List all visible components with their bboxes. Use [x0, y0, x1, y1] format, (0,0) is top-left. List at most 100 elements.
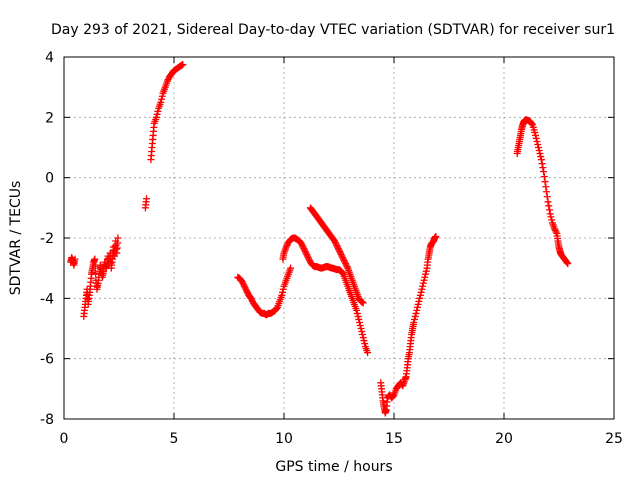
- y-tick-label: -8: [40, 412, 54, 428]
- data-point: [152, 113, 160, 121]
- data-point: [143, 195, 150, 203]
- data-point: [537, 153, 545, 161]
- data-point: [339, 254, 347, 262]
- data-point: [359, 334, 367, 342]
- data-point: [358, 331, 366, 339]
- data-point: [336, 248, 344, 256]
- data-point: [564, 260, 572, 268]
- data-point: [287, 264, 295, 272]
- x-axis-label: GPS time / hours: [275, 459, 392, 475]
- data-point: [416, 294, 424, 302]
- data-point: [243, 288, 251, 296]
- data-point: [413, 306, 421, 314]
- data-point: [334, 245, 342, 253]
- data-point: [422, 270, 430, 278]
- data-point: [333, 242, 341, 250]
- data-point: [354, 312, 362, 320]
- data-point: [157, 98, 165, 106]
- x-tick-label: 5: [170, 431, 179, 447]
- data-point: [158, 92, 166, 100]
- data-point: [71, 255, 79, 263]
- data-point: [298, 242, 306, 250]
- data-point: [238, 278, 246, 286]
- x-tick-label: 25: [605, 431, 623, 447]
- data-point: [547, 213, 555, 221]
- data-point: [541, 178, 549, 186]
- data-point: [240, 282, 248, 290]
- data-point: [531, 128, 539, 136]
- data-point: [279, 288, 287, 296]
- data-point: [239, 279, 247, 287]
- y-tick-label: 0: [45, 171, 54, 187]
- x-tick-label: 0: [60, 431, 69, 447]
- data-point: [300, 245, 308, 253]
- data-point: [339, 255, 347, 263]
- data-point: [545, 202, 553, 210]
- data-point: [539, 164, 547, 172]
- data-point: [279, 285, 287, 293]
- data-point: [542, 183, 550, 191]
- data-point: [342, 260, 350, 268]
- data-point: [302, 249, 310, 257]
- data-point: [283, 242, 291, 250]
- data-points: [67, 61, 572, 417]
- data-point: [339, 269, 347, 277]
- data-point: [544, 198, 552, 206]
- data-point: [342, 261, 350, 269]
- data-point: [305, 255, 313, 263]
- data-point: [163, 77, 171, 85]
- data-point: [546, 210, 554, 218]
- data-point: [164, 76, 172, 84]
- data-point: [533, 137, 541, 145]
- data-point: [422, 267, 430, 275]
- data-point: [343, 263, 351, 271]
- data-point: [532, 131, 540, 139]
- data-point: [301, 246, 309, 254]
- data-point: [552, 228, 560, 236]
- data-point: [341, 258, 349, 266]
- data-point: [153, 110, 161, 118]
- data-point: [282, 243, 290, 251]
- data-point: [364, 349, 372, 357]
- data-point: [154, 107, 162, 115]
- data-point: [534, 140, 542, 148]
- data-point: [413, 303, 421, 311]
- y-tick-label: 4: [45, 50, 54, 66]
- data-point: [416, 291, 424, 299]
- data-point: [243, 287, 251, 295]
- data-point: [331, 239, 339, 247]
- y-tick-label: -2: [40, 231, 54, 247]
- data-point: [304, 254, 312, 262]
- data-point: [241, 284, 249, 292]
- data-point: [360, 337, 368, 345]
- axes: 0 5 10 15 20 25 -8 -6 -4 -2 0 2 4: [40, 50, 623, 447]
- data-point: [335, 246, 343, 254]
- y-tick-label: -6: [40, 352, 54, 368]
- data-point: [548, 216, 556, 224]
- y-tick-label: 2: [45, 110, 54, 126]
- data-point: [91, 262, 99, 270]
- data-point: [303, 252, 311, 260]
- data-point: [538, 160, 546, 168]
- data-point: [414, 300, 422, 308]
- data-point: [242, 285, 250, 293]
- data-point: [357, 325, 365, 332]
- data-point: [355, 315, 363, 323]
- data-point: [278, 291, 286, 299]
- data-point: [551, 225, 559, 233]
- data-point: [543, 193, 551, 201]
- data-point: [410, 318, 418, 326]
- data-point: [336, 249, 344, 257]
- data-point: [332, 240, 340, 248]
- data-point: [158, 95, 166, 103]
- data-point: [340, 257, 348, 265]
- data-point: [92, 269, 100, 277]
- data-point: [273, 304, 281, 312]
- data-point: [353, 306, 361, 314]
- data-point: [358, 328, 366, 336]
- data-point: [551, 226, 559, 234]
- data-point: [540, 173, 548, 181]
- data-point: [338, 252, 346, 260]
